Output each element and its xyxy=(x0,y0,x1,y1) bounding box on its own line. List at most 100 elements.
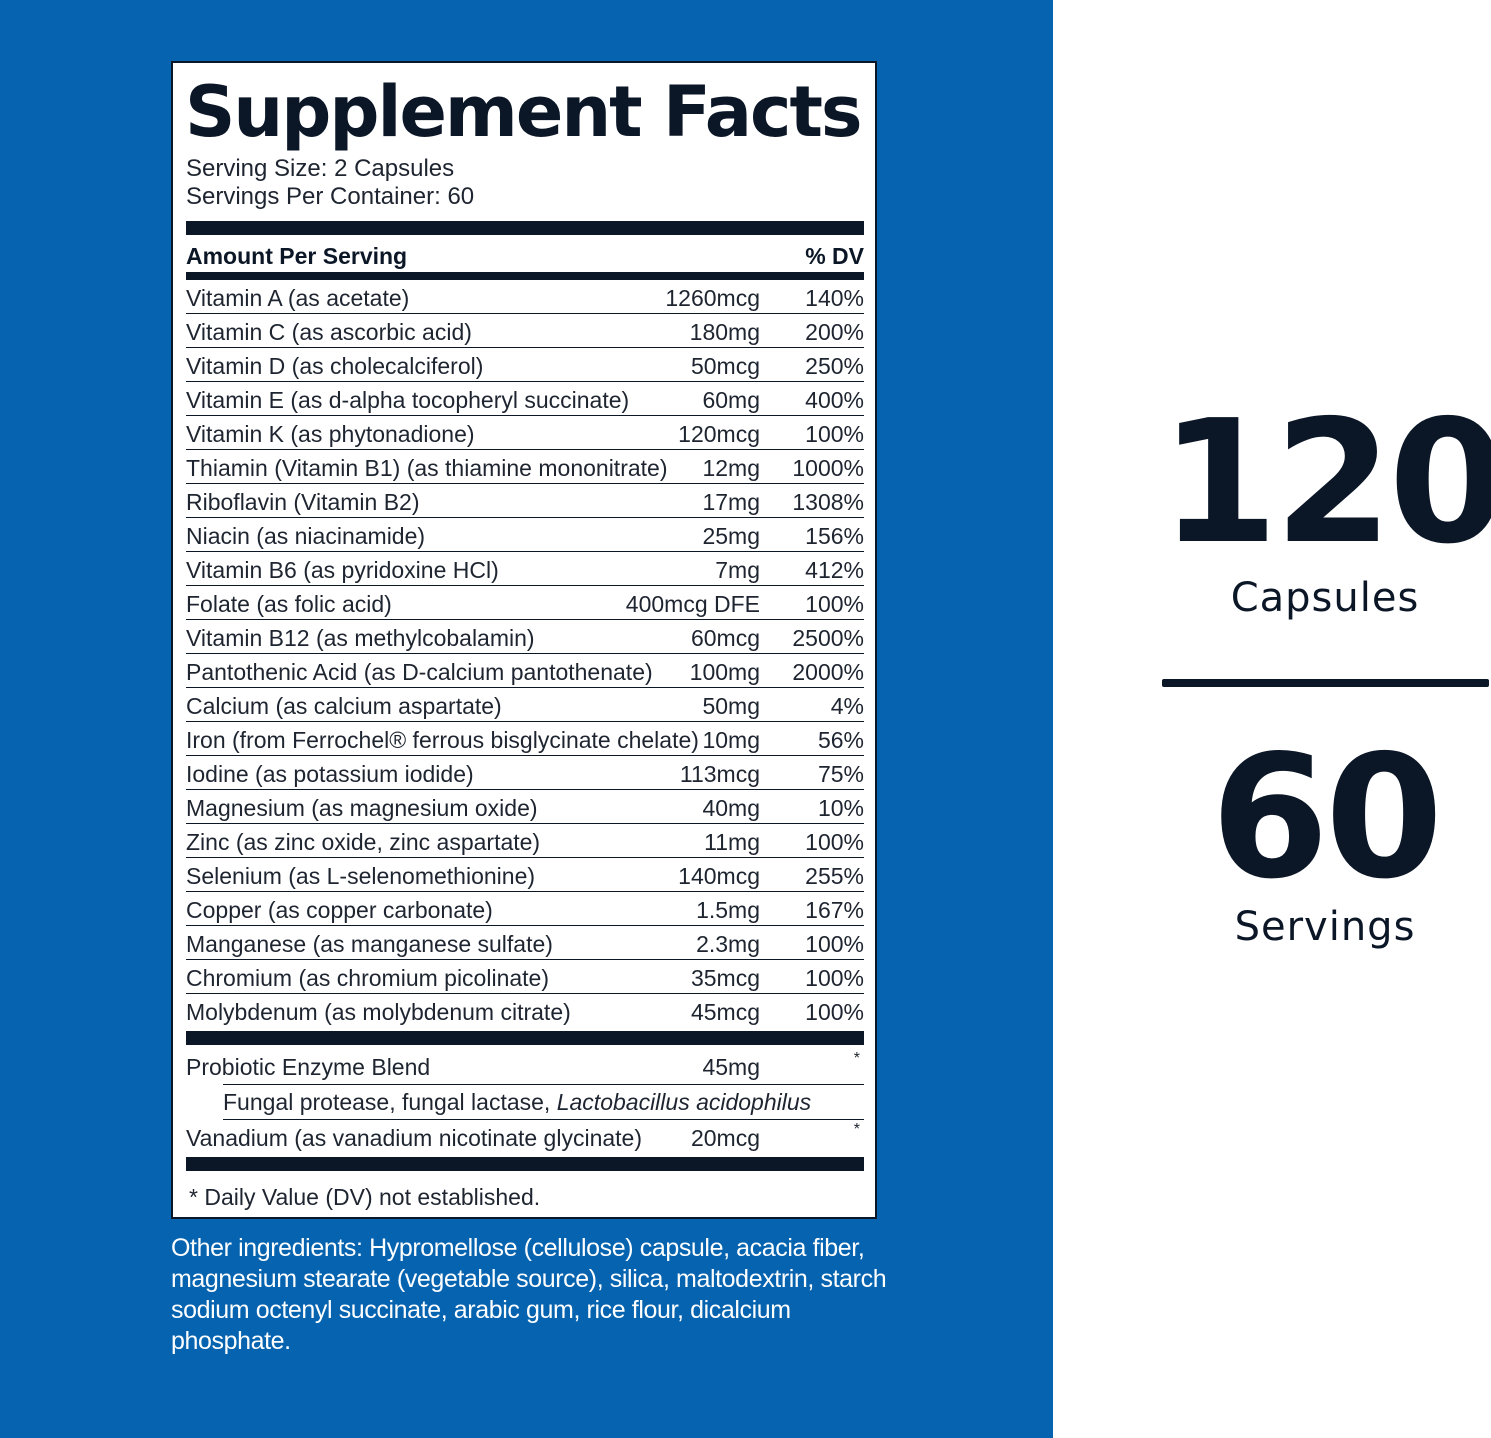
nutrient-dv: 156% xyxy=(805,523,864,549)
nutrient-amount: 11mg xyxy=(704,829,760,855)
serving-size: Serving Size: 2 Capsules xyxy=(186,155,455,182)
nutrient-amount: 100mg xyxy=(689,659,760,685)
divider-bar-header xyxy=(186,272,864,280)
nutrient-row: Molybdenum (as molybdenum citrate) 45mcg 1… xyxy=(186,994,864,1027)
amount-per-serving-label: Amount Per Serving xyxy=(186,243,408,269)
vanadium-amount: 20mcg xyxy=(690,1125,760,1151)
nutrient-name: Calcium (as calcium aspartate) xyxy=(186,693,502,719)
blend-name: Probiotic Enzyme Blend xyxy=(186,1054,431,1080)
blend-row: Probiotic Enzyme Blend 45mg * xyxy=(186,1050,864,1084)
nutrient-dv: 1000% xyxy=(792,455,864,481)
nutrient-name: Molybdenum (as molybdenum citrate) xyxy=(186,999,571,1025)
nutrient-amount: 17mg xyxy=(702,489,760,515)
divider-bar-nutrients-end xyxy=(186,1031,864,1045)
nutrient-amount: 7mg xyxy=(715,557,760,583)
divider-bar-bottom xyxy=(186,1157,864,1171)
nutrient-name: Iron (from Ferrochel® ferrous bisglycina… xyxy=(186,727,699,753)
nutrient-row: Iron (from Ferrochel® ferrous bisglycina… xyxy=(186,722,864,756)
nutrient-dv: 412% xyxy=(805,557,864,583)
blend-dv: * xyxy=(853,1050,860,1067)
servings-label: Servings xyxy=(1234,904,1416,950)
nutrient-dv: 100% xyxy=(805,999,864,1025)
nutrient-name: Zinc (as zinc oxide, zinc aspartate) xyxy=(186,829,541,855)
nutrient-row: Vitamin E (as d-alpha tocopheryl succina… xyxy=(186,382,864,416)
nutrient-amount: 180mg xyxy=(689,319,760,345)
nutrient-row: Vitamin D (as cholecalciferol) 50mcg 250% xyxy=(186,348,864,382)
nutrient-table: Vitamin A (as acetate) 1260mcg 140% Vitamin… xyxy=(186,280,864,1027)
nutrient-row: Manganese (as manganese sulfate) 2.3mg 100… xyxy=(186,926,864,960)
nutrient-amount: 120mcg xyxy=(678,421,760,447)
nutrient-amount: 113mcg xyxy=(679,761,760,787)
nutrient-name: Pantothenic Acid (as D-calcium pantothen… xyxy=(186,659,653,685)
amount-header-row: Amount Per Serving % DV xyxy=(186,240,864,272)
nutrient-dv: 75% xyxy=(817,761,864,787)
vanadium-dv: * xyxy=(853,1121,860,1138)
nutrient-row: Copper (as copper carbonate) 1.5mg 167% xyxy=(186,892,864,926)
nutrient-dv: 100% xyxy=(805,829,864,855)
footnote: * Daily Value (DV) not established. xyxy=(189,1184,541,1210)
blend-contents-plain: Fungal protease, fungal lactase, xyxy=(223,1089,557,1115)
blend-contents: Fungal protease, fungal lactase, Lactoba… xyxy=(223,1084,864,1120)
nutrient-amount: 2.3mg xyxy=(696,931,760,957)
nutrient-amount: 1260mcg xyxy=(665,285,760,311)
nutrient-name: Chromium (as chromium picolinate) xyxy=(186,965,549,991)
nutrient-dv: 100% xyxy=(805,931,864,957)
nutrient-amount: 35mcg xyxy=(690,965,760,991)
nutrient-amount: 50mcg xyxy=(690,353,760,379)
nutrient-name: Vitamin K (as phytonadione) xyxy=(186,421,475,447)
nutrient-amount: 25mg xyxy=(702,523,760,549)
nutrient-dv: 2500% xyxy=(792,625,864,651)
nutrient-row: Pantothenic Acid (as D-calcium pantothen… xyxy=(186,654,864,688)
nutrient-row: Chromium (as chromium picolinate) 35mcg 10… xyxy=(186,960,864,994)
nutrient-name: Vitamin C (as ascorbic acid) xyxy=(186,319,472,345)
other-ingredients: Other ingredients: Hypromellose (cellulo… xyxy=(171,1234,887,1355)
nutrient-row: Vitamin A (as acetate) 1260mcg 140% xyxy=(186,280,864,314)
nutrient-row: Iodine (as potassium iodide) 113mcg 75% xyxy=(186,756,864,790)
supplement-facts-panel: Supplement Facts Serving Size: 2 Capsule… xyxy=(171,61,877,1219)
nutrient-amount: 10mg xyxy=(702,727,760,753)
blend-contents-italic: Lactobacillus acidophilus xyxy=(556,1089,812,1115)
nutrient-dv: 140% xyxy=(805,285,864,311)
nutrient-dv: 200% xyxy=(805,319,864,345)
nutrient-dv: 56% xyxy=(817,727,864,753)
nutrient-dv: 4% xyxy=(830,693,864,719)
nutrient-name: Selenium (as L-selenomethionine) xyxy=(186,863,536,889)
nutrient-row: Vitamin C (as ascorbic acid) 180mg 200% xyxy=(186,314,864,348)
nutrient-dv: 2000% xyxy=(792,659,864,685)
divider-bar-top xyxy=(186,221,864,235)
nutrient-amount: 45mcg xyxy=(690,999,760,1025)
nutrient-dv: 10% xyxy=(817,795,864,821)
nutrient-dv: 1308% xyxy=(792,489,864,515)
nutrient-name: Copper (as copper carbonate) xyxy=(186,897,493,923)
nutrient-name: Manganese (as manganese sulfate) xyxy=(186,931,553,957)
nutrient-dv: 400% xyxy=(805,387,864,413)
nutrient-amount: 12mg xyxy=(702,455,760,481)
nutrient-row: Folate (as folic acid) 400mcg DFE 100% xyxy=(186,586,864,620)
facts-title: Supplement Facts xyxy=(185,71,863,153)
nutrient-row: Vitamin B12 (as methylcobalamin) 60mcg 250… xyxy=(186,620,864,654)
nutrient-dv: 100% xyxy=(805,591,864,617)
nutrient-amount: 1.5mg xyxy=(696,897,760,923)
nutrient-dv: 100% xyxy=(805,965,864,991)
nutrient-row: Riboflavin (Vitamin B2) 17mg 1308% xyxy=(186,484,864,518)
nutrient-amount: 400mcg DFE xyxy=(625,591,760,617)
nutrient-amount: 140mcg xyxy=(678,863,760,889)
nutrient-name: Vitamin B6 (as pyridoxine HCl) xyxy=(186,557,499,583)
servings-per-container: Servings Per Container: 60 xyxy=(186,183,475,210)
nutrient-name: Vitamin A (as acetate) xyxy=(186,285,410,311)
capsules-count: 120 xyxy=(1160,384,1491,582)
nutrient-name: Riboflavin (Vitamin B2) xyxy=(186,489,420,515)
nutrient-name: Magnesium (as magnesium oxide) xyxy=(186,795,538,821)
nutrient-dv: 167% xyxy=(805,897,864,923)
nutrient-name: Niacin (as niacinamide) xyxy=(186,523,426,549)
nutrient-name: Thiamin (Vitamin B1) (as thiamine mononi… xyxy=(186,455,668,481)
nutrient-amount: 60mg xyxy=(702,387,760,413)
nutrient-row: Zinc (as zinc oxide, zinc aspartate) 11mg… xyxy=(186,824,864,858)
nutrient-dv: 100% xyxy=(805,421,864,447)
nutrient-amount: 50mg xyxy=(702,693,760,719)
nutrient-name: Folate (as folic acid) xyxy=(186,591,392,617)
nutrient-row: Niacin (as niacinamide) 25mg 156% xyxy=(186,518,864,552)
nutrient-name: Vitamin B12 (as methylcobalamin) xyxy=(186,625,535,651)
nutrient-dv: 255% xyxy=(805,863,864,889)
capsules-label: Capsules xyxy=(1230,575,1420,621)
